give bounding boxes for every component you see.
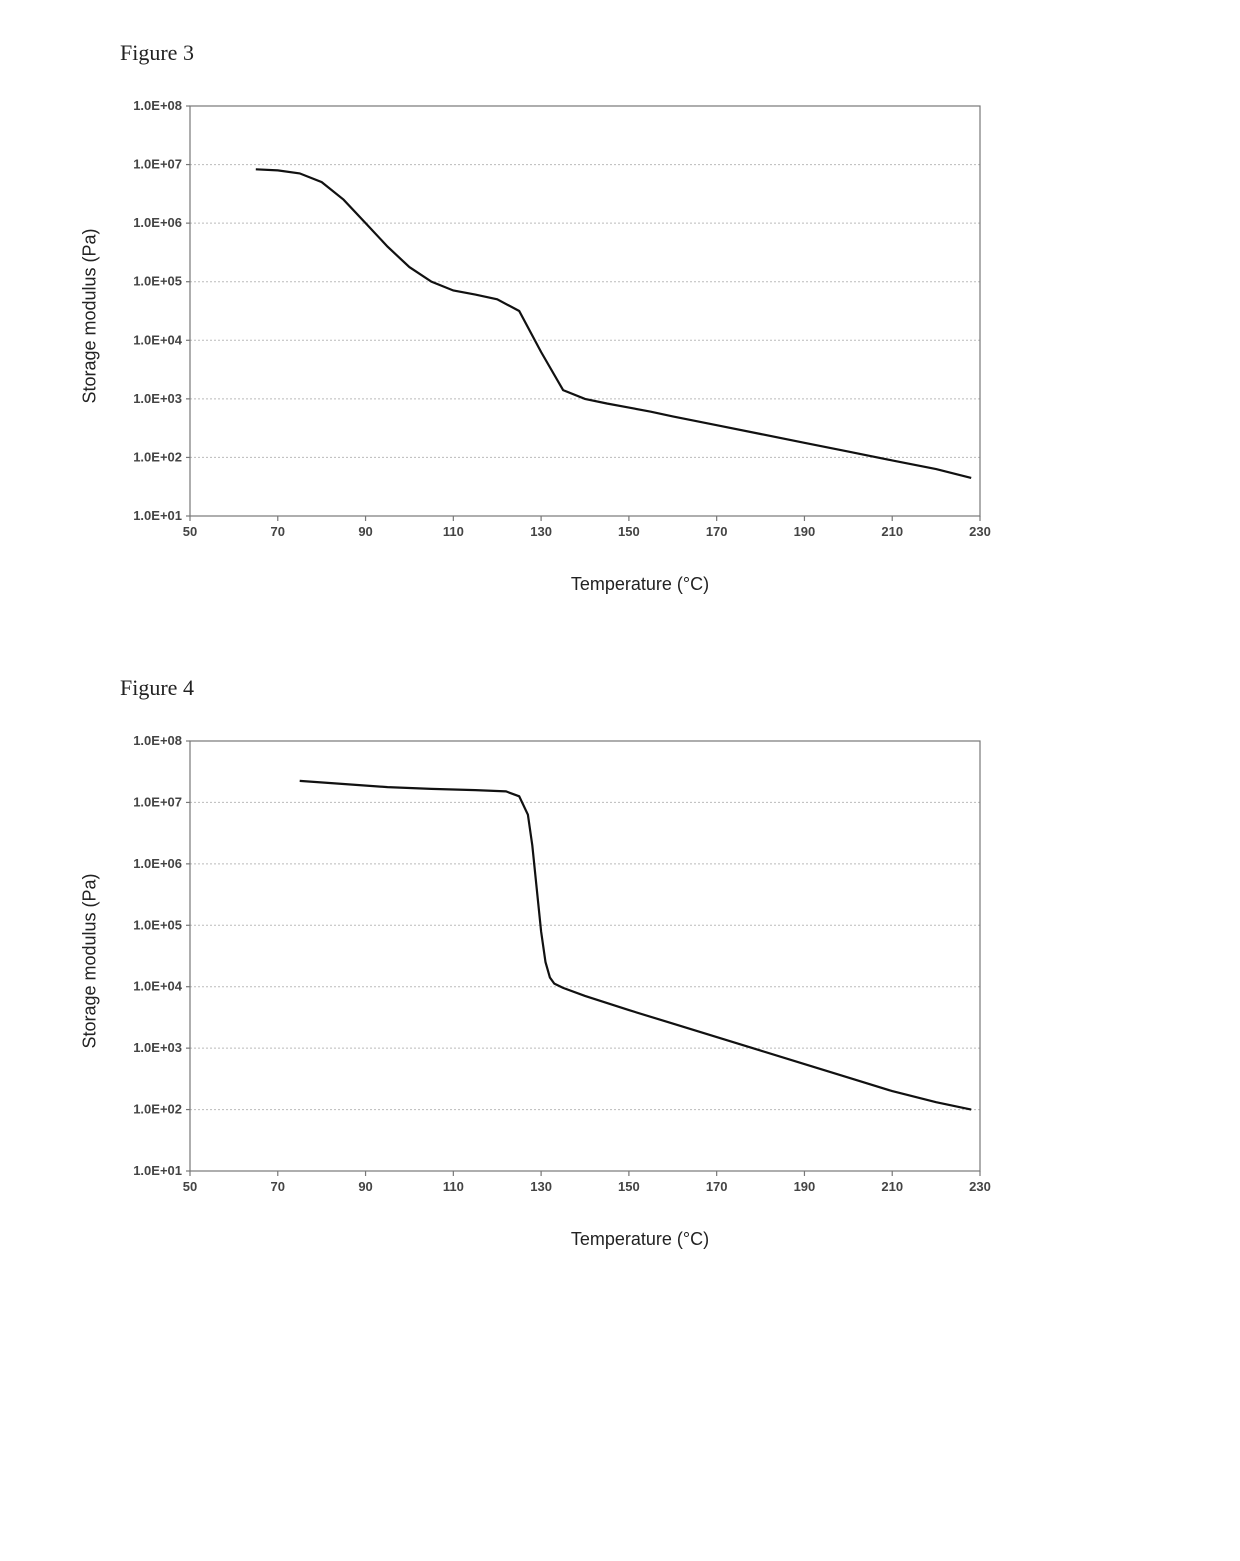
y-tick-label: 1.0E+07 — [133, 157, 182, 172]
x-tick-label: 130 — [530, 1179, 552, 1194]
x-tick-label: 170 — [706, 524, 728, 539]
figure-title: Figure 4 — [120, 675, 1180, 701]
x-tick-label: 90 — [358, 1179, 372, 1194]
x-tick-label: 90 — [358, 524, 372, 539]
y-tick-label: 1.0E+03 — [133, 1040, 182, 1055]
figure-title: Figure 3 — [120, 40, 1180, 66]
figure-block: Figure 4Storage modulus (Pa)1.0E+011.0E+… — [60, 675, 1180, 1250]
x-tick-label: 230 — [969, 1179, 991, 1194]
x-axis-label: Temperature (°C) — [190, 1229, 1090, 1250]
figure-block: Figure 3Storage modulus (Pa)1.0E+011.0E+… — [60, 40, 1180, 595]
data-curve — [300, 781, 972, 1110]
x-tick-label: 130 — [530, 524, 552, 539]
x-tick-label: 170 — [706, 1179, 728, 1194]
x-tick-label: 190 — [794, 1179, 816, 1194]
x-tick-label: 110 — [443, 524, 464, 539]
x-tick-label: 150 — [618, 1179, 640, 1194]
y-tick-label: 1.0E+07 — [133, 794, 182, 809]
y-tick-label: 1.0E+01 — [133, 508, 182, 523]
x-tick-label: 230 — [969, 524, 991, 539]
y-tick-label: 1.0E+06 — [133, 215, 182, 230]
y-tick-label: 1.0E+02 — [133, 1102, 182, 1117]
y-tick-label: 1.0E+06 — [133, 856, 182, 871]
x-tick-label: 50 — [183, 1179, 197, 1194]
data-curve — [256, 169, 971, 478]
x-tick-label: 190 — [794, 524, 816, 539]
y-axis-label: Storage modulus (Pa) — [80, 228, 101, 403]
y-tick-label: 1.0E+08 — [133, 98, 182, 113]
x-tick-label: 70 — [271, 524, 285, 539]
chart-svg: 1.0E+01 1.0E+02 1.0E+03 1.0E+04 1.0E+05 1.0E+… — [100, 86, 1000, 566]
x-tick-label: 150 — [618, 524, 640, 539]
x-tick-label: 50 — [183, 524, 197, 539]
y-tick-label: 1.0E+01 — [133, 1163, 182, 1178]
y-tick-label: 1.0E+03 — [133, 391, 182, 406]
y-tick-label: 1.0E+05 — [133, 274, 182, 289]
y-tick-label: 1.0E+08 — [133, 733, 182, 748]
y-tick-label: 1.0E+04 — [133, 332, 183, 347]
x-axis-label: Temperature (°C) — [190, 574, 1090, 595]
plot-border — [190, 741, 980, 1171]
chart-svg: 1.0E+01 1.0E+02 1.0E+03 1.0E+04 1.0E+05 1.0E+… — [100, 721, 1000, 1221]
chart-wrap: Storage modulus (Pa)1.0E+011.0E+021.0E+0… — [100, 721, 1180, 1250]
y-axis-label: Storage modulus (Pa) — [80, 873, 101, 1048]
y-tick-label: 1.0E+05 — [133, 917, 182, 932]
x-tick-label: 210 — [881, 1179, 903, 1194]
x-tick-label: 70 — [271, 1179, 285, 1194]
x-tick-label: 210 — [881, 524, 903, 539]
chart-wrap: Storage modulus (Pa)1.0E+011.0E+021.0E+0… — [100, 86, 1180, 595]
x-tick-label: 110 — [443, 1179, 464, 1194]
y-tick-label: 1.0E+04 — [133, 979, 183, 994]
y-tick-label: 1.0E+02 — [133, 449, 182, 464]
